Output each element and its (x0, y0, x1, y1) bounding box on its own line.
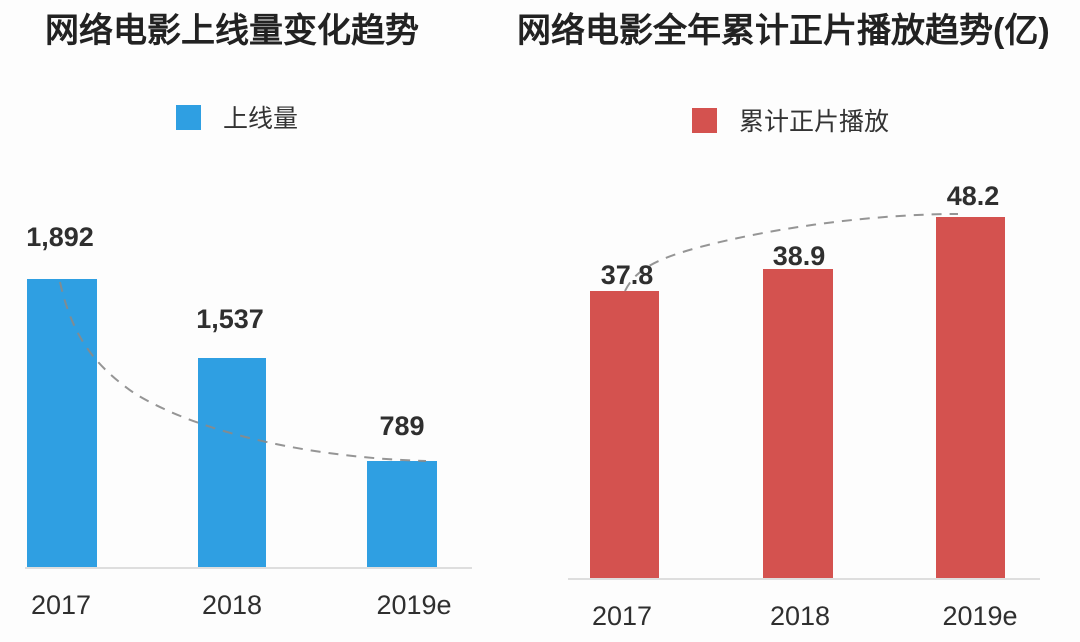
right-x-label-2019e: 2019e (942, 601, 1018, 631)
right-legend: 累计正片播放 (692, 102, 889, 138)
right-value-label-2019e: 48.2 (946, 181, 1000, 211)
right-bar-2019e (936, 217, 1005, 578)
left-bar-2018 (198, 358, 266, 567)
left-value-label-2019e: 789 (379, 411, 425, 441)
right-x-axis-line (568, 578, 1040, 580)
right-x-label-2018: 2018 (769, 601, 831, 631)
right-legend-label: 累计正片播放 (739, 108, 890, 136)
left-value-label-2017: 1,892 (26, 222, 94, 252)
left-bar-2017 (27, 279, 97, 567)
right-chart-title: 网络电影全年累计正片播放趋势(亿) (517, 12, 1050, 50)
right-bar-2017 (590, 291, 659, 578)
left-value-label-2018: 1,537 (196, 304, 264, 334)
left-x-label-2017: 2017 (30, 590, 92, 620)
left-legend: 上线量 (176, 99, 298, 135)
left-chart-title: 网络电影上线量变化趋势 (45, 12, 419, 50)
left-bar-2019e (367, 461, 437, 567)
blue-legend-swatch-icon (176, 104, 201, 130)
left-x-label-2018: 2018 (201, 590, 263, 620)
right-value-label-2017: 37.8 (600, 260, 654, 290)
left-x-label-2019e: 2019e (376, 590, 452, 620)
right-value-label-2018: 38.9 (772, 241, 826, 271)
right-x-label-2017: 2017 (591, 601, 653, 631)
left-x-axis-line (25, 567, 472, 569)
right-bar-2018 (763, 269, 833, 578)
red-legend-swatch-icon (692, 107, 717, 133)
left-legend-label: 上线量 (223, 105, 299, 133)
